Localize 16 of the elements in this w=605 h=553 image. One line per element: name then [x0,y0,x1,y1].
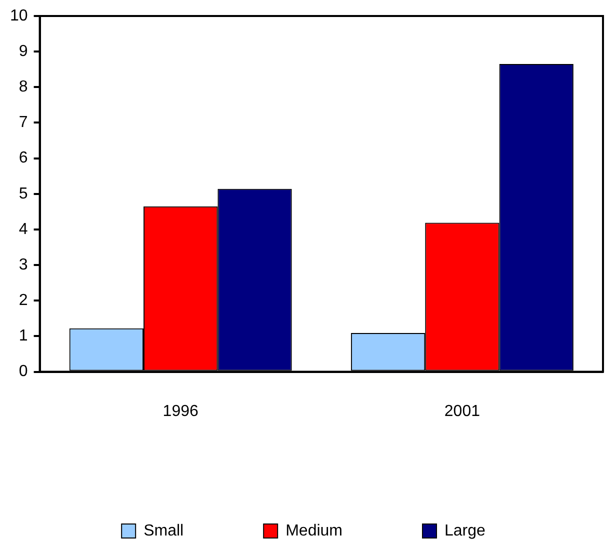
legend-label: Medium [286,522,342,540]
y-tick-label: 0 [18,363,28,380]
y-tick-label: 9 [18,42,28,60]
y-tick-label: 10 [10,7,28,24]
x-tick-label: 1996 [162,402,198,420]
y-tick-label: 8 [18,78,28,96]
x-tick-label: 2001 [444,402,480,420]
legend-label: Large [444,522,486,540]
y-tick-label: 4 [18,220,28,238]
y-tick-label: 7 [18,114,28,132]
y-tick-label: 6 [18,150,28,167]
y-tick-label: 5 [18,185,28,202]
y-tick-label: 1 [18,328,28,345]
y-tick-label: 3 [18,256,28,274]
y-tick-label: 2 [18,292,28,310]
legend-label: Small [144,522,184,540]
